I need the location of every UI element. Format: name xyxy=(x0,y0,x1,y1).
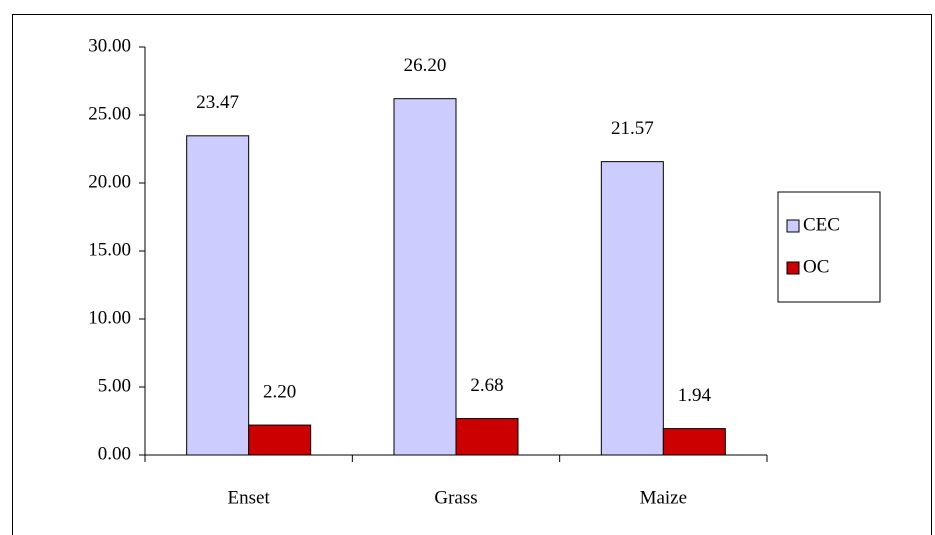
bar xyxy=(662,428,726,456)
chart-border xyxy=(12,14,932,535)
bar xyxy=(248,424,312,456)
y-tick-label: 20.00 xyxy=(88,171,131,192)
y-tick-label: 0.00 xyxy=(98,443,131,464)
bar xyxy=(393,98,457,456)
legend-label: OC xyxy=(803,256,829,277)
data-label: 21.57 xyxy=(611,118,654,139)
legend-swatch xyxy=(786,219,800,233)
data-label: 1.94 xyxy=(678,385,712,406)
y-tick-label: 10.00 xyxy=(88,307,131,328)
data-label: 23.47 xyxy=(196,92,239,113)
bar xyxy=(455,418,519,456)
y-tick-label: 30.00 xyxy=(88,35,131,56)
y-tick-label: 15.00 xyxy=(88,239,131,260)
bar xyxy=(600,161,664,456)
data-label: 26.20 xyxy=(404,55,447,76)
x-tick-label: Enset xyxy=(228,487,271,508)
data-label: 2.20 xyxy=(263,381,296,402)
y-tick-label: 5.00 xyxy=(98,375,131,396)
x-tick-label: Grass xyxy=(434,487,477,508)
legend-box xyxy=(777,191,881,303)
legend-swatch xyxy=(786,261,800,275)
data-label: 2.68 xyxy=(470,375,503,396)
x-tick-label: Maize xyxy=(640,487,687,508)
legend-label: CEC xyxy=(803,214,840,235)
y-tick-label: 25.00 xyxy=(88,103,131,124)
bar xyxy=(186,135,250,456)
